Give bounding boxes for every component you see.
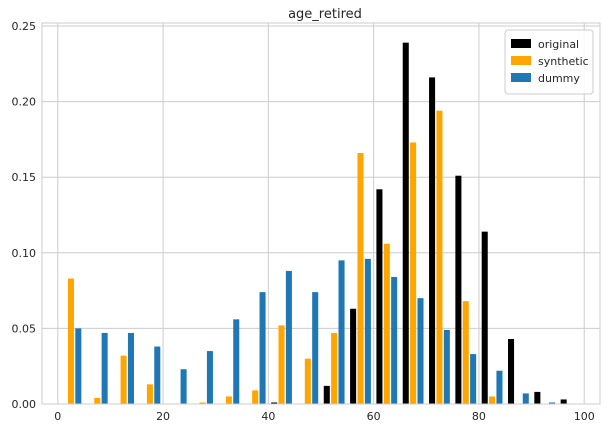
bar-dummy xyxy=(338,260,345,404)
bar-synthetic xyxy=(383,243,390,404)
bar-synthetic xyxy=(225,396,232,404)
x-tick-label: 100 xyxy=(574,410,595,423)
bar-dummy xyxy=(285,270,292,404)
legend: original synthetic dummy xyxy=(504,29,594,95)
bar-dummy xyxy=(101,332,108,404)
bar-dummy xyxy=(75,328,82,404)
bar-dummy xyxy=(391,277,398,404)
bar-original xyxy=(481,231,488,404)
legend-label-original: original xyxy=(538,38,579,51)
y-tick-label: 0.15 xyxy=(12,171,37,184)
bar-synthetic xyxy=(331,332,338,404)
bar-original xyxy=(402,42,409,405)
bar-synthetic xyxy=(120,355,127,404)
bar-dummy xyxy=(127,332,134,404)
bars xyxy=(67,42,567,405)
x-tick-label: 40 xyxy=(261,410,275,423)
bar-synthetic xyxy=(462,301,469,404)
bar-original xyxy=(508,338,515,404)
bar-original xyxy=(429,77,436,404)
bar-synthetic xyxy=(304,358,311,404)
bar-dummy xyxy=(312,292,319,404)
y-tick-label: 0.20 xyxy=(12,96,37,109)
x-tick-label: 20 xyxy=(156,410,170,423)
bar-dummy xyxy=(206,351,213,404)
legend-swatch-synthetic xyxy=(511,56,531,65)
bar-synthetic xyxy=(94,397,101,404)
bar-dummy xyxy=(154,346,161,404)
bar-dummy xyxy=(549,402,556,404)
legend-swatch-dummy xyxy=(511,73,531,82)
tick-labels: 0 20 40 60 80 100 0.00 0.05 0.10 0.15 0.20 0.25 xyxy=(12,20,595,423)
x-tick-label: 60 xyxy=(367,410,381,423)
chart-title: age_retired xyxy=(288,7,362,22)
bar-original xyxy=(376,189,383,404)
bar-dummy xyxy=(180,369,187,404)
bar-synthetic xyxy=(252,390,259,404)
bar-synthetic xyxy=(357,153,364,404)
bar-dummy xyxy=(417,298,424,404)
bar-synthetic xyxy=(146,384,153,404)
bar-dummy xyxy=(233,319,240,404)
bar-dummy xyxy=(364,258,371,404)
bar-synthetic xyxy=(436,110,443,404)
bar-synthetic xyxy=(489,396,496,404)
x-tick-label: 80 xyxy=(472,410,486,423)
legend-label-synthetic: synthetic xyxy=(538,55,589,68)
plot-frame xyxy=(41,22,601,405)
y-tick-label: 0.25 xyxy=(12,20,37,33)
legend-swatch-original xyxy=(511,39,531,48)
y-tick-label: 0.00 xyxy=(12,398,37,411)
bar-dummy xyxy=(470,354,477,404)
legend-label-dummy: dummy xyxy=(538,72,580,85)
bar-dummy xyxy=(259,292,266,404)
bar-original xyxy=(560,399,567,404)
bar-dummy xyxy=(496,370,503,404)
bar-synthetic xyxy=(410,142,417,404)
bar-original xyxy=(271,402,278,404)
bar-original xyxy=(534,391,541,404)
bar-original xyxy=(455,175,462,404)
bar-synthetic xyxy=(278,325,285,404)
bar-synthetic xyxy=(67,278,74,404)
bar-dummy xyxy=(522,393,529,404)
bar-synthetic xyxy=(199,402,206,404)
x-tick-label: 0 xyxy=(54,410,61,423)
bar-dummy xyxy=(443,329,450,404)
bar-original xyxy=(323,385,330,404)
y-tick-label: 0.10 xyxy=(12,247,37,260)
bar-original xyxy=(350,308,357,404)
y-tick-label: 0.05 xyxy=(12,322,37,335)
